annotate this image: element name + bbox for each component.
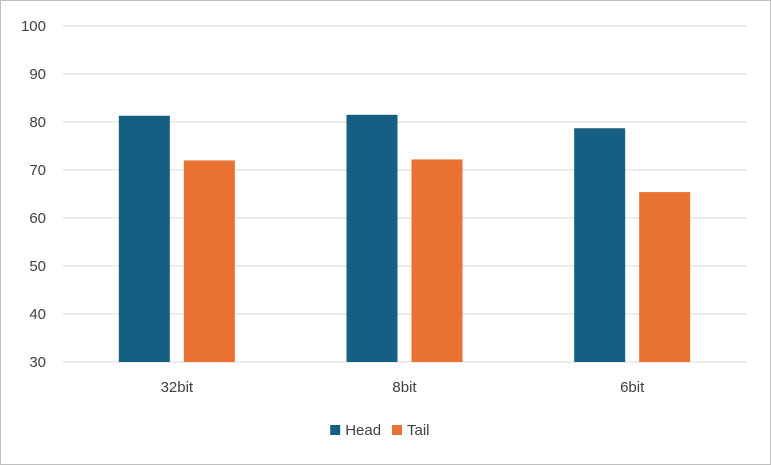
legend-swatch-tail bbox=[392, 425, 402, 435]
y-tick-label: 50 bbox=[29, 258, 46, 275]
gridlines bbox=[63, 25, 746, 363]
legend-label-head: Head bbox=[345, 422, 381, 439]
legend: Head Tail bbox=[330, 422, 430, 439]
y-tick-label: 60 bbox=[29, 210, 46, 227]
bars bbox=[118, 114, 691, 362]
y-tick-label: 90 bbox=[29, 66, 46, 83]
bar-head-8bit bbox=[346, 114, 398, 362]
x-tick-label: 6bit bbox=[620, 379, 645, 396]
x-axis-tick-labels: 32bit 8bit 6bit bbox=[161, 379, 646, 396]
bar-head-6bit bbox=[574, 128, 626, 362]
y-tick-label: 30 bbox=[29, 354, 46, 371]
legend-swatch-head bbox=[330, 425, 341, 435]
y-tick-label: 100 bbox=[21, 18, 46, 35]
y-tick-label: 40 bbox=[29, 306, 46, 323]
y-axis-tick-labels: 30 40 50 60 70 80 90 100 bbox=[21, 18, 46, 371]
bar-tail-6bit bbox=[639, 192, 691, 362]
x-tick-label: 32bit bbox=[161, 379, 194, 396]
bar-head-32bit bbox=[118, 115, 170, 362]
bar-tail-8bit bbox=[411, 159, 463, 362]
y-tick-label: 80 bbox=[29, 114, 46, 131]
y-tick-label: 70 bbox=[29, 162, 46, 179]
bar-tail-32bit bbox=[183, 160, 235, 362]
x-tick-label: 8bit bbox=[392, 379, 417, 396]
legend-label-tail: Tail bbox=[407, 422, 430, 439]
